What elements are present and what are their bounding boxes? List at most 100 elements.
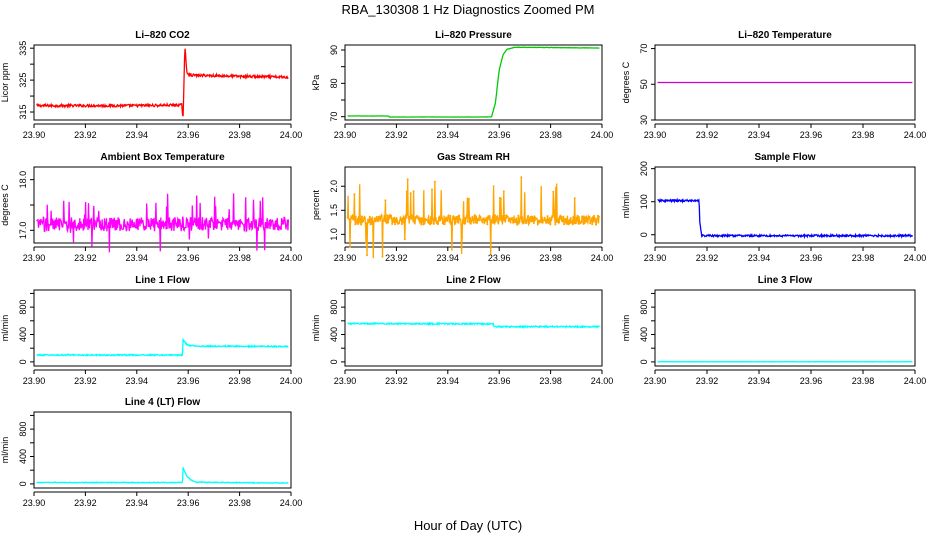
data-point <box>498 218 500 220</box>
data-point <box>403 217 405 219</box>
y-axis-label: ml/min <box>0 437 10 464</box>
data-point <box>366 254 368 256</box>
panel-title: Gas Stream RH <box>437 152 510 163</box>
y-axis-label: degrees C <box>621 61 631 103</box>
data-point <box>522 222 524 224</box>
data-point <box>577 215 579 217</box>
data-point <box>583 222 585 224</box>
data-point <box>432 218 434 220</box>
series-line-line2 <box>348 323 600 327</box>
data-point <box>537 223 539 225</box>
series-line-rh <box>348 177 600 258</box>
data-point <box>515 221 517 223</box>
x-tick-label: 23.96 <box>177 376 200 386</box>
x-tick-label: 23.98 <box>539 376 562 386</box>
data-point <box>422 223 424 225</box>
series-line-co2 <box>37 49 289 116</box>
y-tick-label: 50 <box>639 79 649 89</box>
data-point <box>385 219 387 221</box>
data-point <box>482 221 484 223</box>
x-tick-label: 23.94 <box>126 376 149 386</box>
data-point <box>533 222 535 224</box>
data-point <box>383 220 385 222</box>
data-point <box>494 214 496 216</box>
data-point <box>567 223 569 225</box>
y-tick-label: 80 <box>329 78 339 88</box>
data-point <box>519 216 521 218</box>
plot-frame <box>34 412 291 488</box>
data-point <box>542 222 544 224</box>
data-point <box>528 222 530 224</box>
data-point <box>493 220 495 222</box>
x-tick-label: 23.92 <box>385 253 408 263</box>
data-point <box>458 215 460 217</box>
panel-title: Line 4 (LT) Flow <box>125 397 201 408</box>
data-point <box>421 217 423 219</box>
x-tick-label: 23.98 <box>228 498 251 508</box>
panel-title: Li–820 Temperature <box>738 30 832 41</box>
data-point <box>387 222 389 224</box>
data-point <box>561 220 563 222</box>
data-point <box>515 217 517 219</box>
data-point <box>449 215 451 217</box>
data-point <box>411 217 413 219</box>
x-tick-label: 24.00 <box>904 376 927 386</box>
data-point <box>495 219 497 221</box>
data-point <box>586 221 588 223</box>
panel-title: Li–820 Pressure <box>435 30 512 41</box>
data-point <box>500 198 502 200</box>
y-tick-label: 400 <box>18 327 28 342</box>
data-point <box>501 215 503 217</box>
data-point <box>569 219 571 221</box>
data-point <box>431 189 433 191</box>
x-tick-label: 23.90 <box>644 376 667 386</box>
data-point <box>361 216 363 218</box>
data-point <box>452 218 454 220</box>
data-point <box>553 215 555 217</box>
x-tick-label: 23.92 <box>74 253 97 263</box>
data-point <box>544 217 546 219</box>
data-point <box>527 215 529 217</box>
data-point <box>488 216 490 218</box>
y-tick-label: 0 <box>329 359 339 364</box>
data-point <box>536 218 538 220</box>
y-tick-label: 0 <box>18 481 28 486</box>
data-point <box>503 190 505 192</box>
data-point <box>504 215 506 217</box>
x-tick-label: 23.96 <box>177 130 200 140</box>
x-tick-label: 24.00 <box>904 253 927 263</box>
panel-title: Sample Flow <box>754 152 815 163</box>
x-tick-label: 24.00 <box>280 376 303 386</box>
y-tick-label: 17.0 <box>18 222 28 240</box>
data-point <box>400 219 402 221</box>
data-point <box>475 222 477 224</box>
data-point <box>384 199 386 201</box>
x-tick-label: 23.90 <box>23 498 46 508</box>
data-point <box>390 215 392 217</box>
data-point <box>512 219 514 221</box>
series-line-line1 <box>37 340 289 356</box>
data-point <box>596 218 598 220</box>
panel-title: Li–820 CO2 <box>135 30 190 41</box>
y-tick-label: 70 <box>639 44 649 54</box>
data-point <box>409 216 411 218</box>
data-point <box>534 220 536 222</box>
data-point <box>472 219 474 221</box>
data-point <box>562 216 564 218</box>
data-point <box>468 198 470 200</box>
y-tick-label: 2.0 <box>329 180 339 193</box>
y-axis-label: percent <box>311 189 321 220</box>
plot-frame <box>345 45 602 120</box>
data-point <box>581 216 583 218</box>
data-point <box>433 223 435 225</box>
x-tick-label: 23.98 <box>539 253 562 263</box>
x-tick-label: 23.96 <box>800 130 823 140</box>
x-tick-label: 24.00 <box>591 376 614 386</box>
data-point <box>449 221 451 223</box>
